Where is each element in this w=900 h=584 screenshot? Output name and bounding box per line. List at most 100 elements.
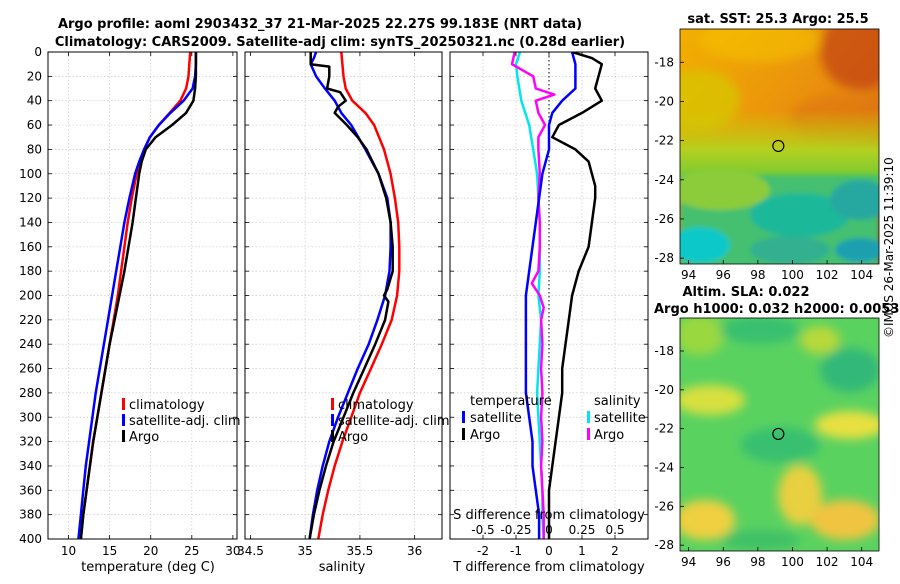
legend-salinity-climatology: climatology xyxy=(338,398,414,413)
difference-top-label: S difference from climatology xyxy=(453,508,645,523)
x-tick-label: 1 xyxy=(578,544,586,558)
map-lon-label: 96 xyxy=(716,555,731,569)
temperature-grid xyxy=(48,52,237,539)
series-argo xyxy=(308,52,394,539)
series-satellite-adj-clim xyxy=(308,52,392,539)
sla-map: Altim. SLA: 0.022 Argo h1000: 0.032 h200… xyxy=(654,285,899,569)
watermark: ©IMOS 26-Mar-2025 11:39:10 xyxy=(882,157,896,338)
sla-map-title-2: Argo h1000: 0.032 h2000: 0.0053 xyxy=(654,302,899,317)
difference-panel xyxy=(449,51,649,540)
map-lat-label: -20 xyxy=(654,383,674,397)
x-tick-label: 0 xyxy=(545,544,553,558)
depth-tick-label: 320 xyxy=(19,435,42,449)
map-lon-label: 100 xyxy=(781,555,804,569)
sla-map-title-1: Altim. SLA: 0.022 xyxy=(683,285,810,300)
series-climatology xyxy=(317,52,401,539)
depth-tick-label: 20 xyxy=(27,69,42,83)
s-diff-tick-label: -0.25 xyxy=(500,523,531,537)
map-lon-label: 94 xyxy=(681,555,696,569)
x-tick-label: -1 xyxy=(510,544,522,558)
map-lat-label: -18 xyxy=(654,344,674,358)
sst-map: sat. SST: 25.3 Argo: 25.5 94 96 98 100 xyxy=(654,12,880,282)
x-tick-label: 36 xyxy=(407,544,422,558)
legend-salinity-satellite: satellite-adj. clim xyxy=(338,414,450,429)
depth-tick-label: 200 xyxy=(19,289,42,303)
salinity-panel xyxy=(244,51,443,540)
depth-tick-label: 360 xyxy=(19,483,42,497)
x-tick-label: 2 xyxy=(611,544,619,558)
depth-tick-label: 140 xyxy=(19,215,42,229)
temperature-panel xyxy=(47,51,238,540)
depth-tick-label: 160 xyxy=(19,240,42,254)
map-lon-label: 104 xyxy=(850,268,873,282)
depth-tick-label: 0 xyxy=(34,45,42,59)
depth-tick-label: 380 xyxy=(19,508,42,522)
title-line-2: Climatology: CARS2009. Satellite-adj cli… xyxy=(55,35,625,50)
depth-tick-label: 120 xyxy=(19,191,42,205)
x-tick-label: 15 xyxy=(102,544,117,558)
x-tick-label: 35.5 xyxy=(347,544,374,558)
depth-tick-label: 40 xyxy=(27,94,42,108)
series-salinity-satellite xyxy=(514,52,545,539)
difference-legend: temperature satellite Argo salinity sate… xyxy=(462,394,646,443)
map-lat-label: -28 xyxy=(654,251,674,265)
map-lon-label: 102 xyxy=(816,268,839,282)
series-salinity-argo xyxy=(510,52,556,539)
legend-diff-s-title: salinity xyxy=(594,394,641,409)
difference-xlabel: T difference from climatology xyxy=(452,560,645,575)
depth-tick-label: 220 xyxy=(19,313,42,327)
s-diff-tick-label: 0.25 xyxy=(569,523,596,537)
x-tick-label: -2 xyxy=(477,544,489,558)
map-lon-label: 94 xyxy=(681,268,696,282)
x-tick-label: 35 xyxy=(298,544,313,558)
series-argo xyxy=(79,52,198,539)
depth-tick-label: 60 xyxy=(27,118,42,132)
map-lat-label: -24 xyxy=(654,461,674,475)
title-line-1: Argo profile: aoml 2903432_37 21-Mar-202… xyxy=(58,17,582,32)
s-diff-tick-label: 0 xyxy=(545,523,553,537)
legend-temperature-climatology: climatology xyxy=(129,398,205,413)
map-lat-label: -22 xyxy=(654,422,674,436)
depth-tick-label: 100 xyxy=(19,167,42,181)
sla-argo-marker xyxy=(772,427,785,441)
map-lat-label: -26 xyxy=(654,499,674,513)
legend-diff-s-satellite: satellite xyxy=(594,411,646,426)
map-lon-label: 96 xyxy=(716,268,731,282)
x-tick-label: 34.5 xyxy=(237,544,264,558)
series-temperature-argo xyxy=(547,52,604,539)
depth-tick-label: 280 xyxy=(19,386,42,400)
s-diff-tick-label: -0.5 xyxy=(471,523,494,537)
map-lon-label: 98 xyxy=(750,268,765,282)
depth-tick-label: 180 xyxy=(19,264,42,278)
depth-tick-label: 240 xyxy=(19,337,42,351)
s-diff-tick-label: 0.5 xyxy=(605,523,624,537)
map-lat-label: -18 xyxy=(654,55,674,69)
x-tick-label: 20 xyxy=(143,544,158,558)
x-tick-label: 10 xyxy=(61,544,76,558)
map-lat-label: -20 xyxy=(654,94,674,108)
depth-tick-label: 260 xyxy=(19,362,42,376)
legend-diff-t-argo: Argo xyxy=(470,428,500,443)
depth-tick-label: 340 xyxy=(19,459,42,473)
salinity-legend: climatology satellite-adj. clim Argo xyxy=(331,398,450,445)
legend-diff-t-title: temperature xyxy=(470,394,552,409)
map-lon-label: 98 xyxy=(750,555,765,569)
map-lon-label: 100 xyxy=(781,268,804,282)
map-lon-label: 102 xyxy=(816,555,839,569)
sst-map-title: sat. SST: 25.3 Argo: 25.5 xyxy=(687,12,868,27)
series-temperature-satellite xyxy=(524,52,577,539)
map-lat-label: -26 xyxy=(654,212,674,226)
x-tick-label: 25 xyxy=(184,544,199,558)
temperature-legend: climatology satellite-adj. clim Argo xyxy=(122,398,241,445)
legend-temperature-satellite: satellite-adj. clim xyxy=(129,414,241,429)
legend-diff-t-satellite: satellite xyxy=(470,411,522,426)
depth-tick-label: 400 xyxy=(19,532,42,546)
legend-salinity-argo: Argo xyxy=(338,430,368,445)
x-tick-label: 30 xyxy=(225,544,240,558)
map-lat-label: -24 xyxy=(654,173,674,187)
legend-temperature-argo: Argo xyxy=(129,430,159,445)
depth-tick-label: 300 xyxy=(19,410,42,424)
temperature-xlabel: temperature (deg C) xyxy=(81,560,215,575)
map-lon-label: 104 xyxy=(850,555,873,569)
